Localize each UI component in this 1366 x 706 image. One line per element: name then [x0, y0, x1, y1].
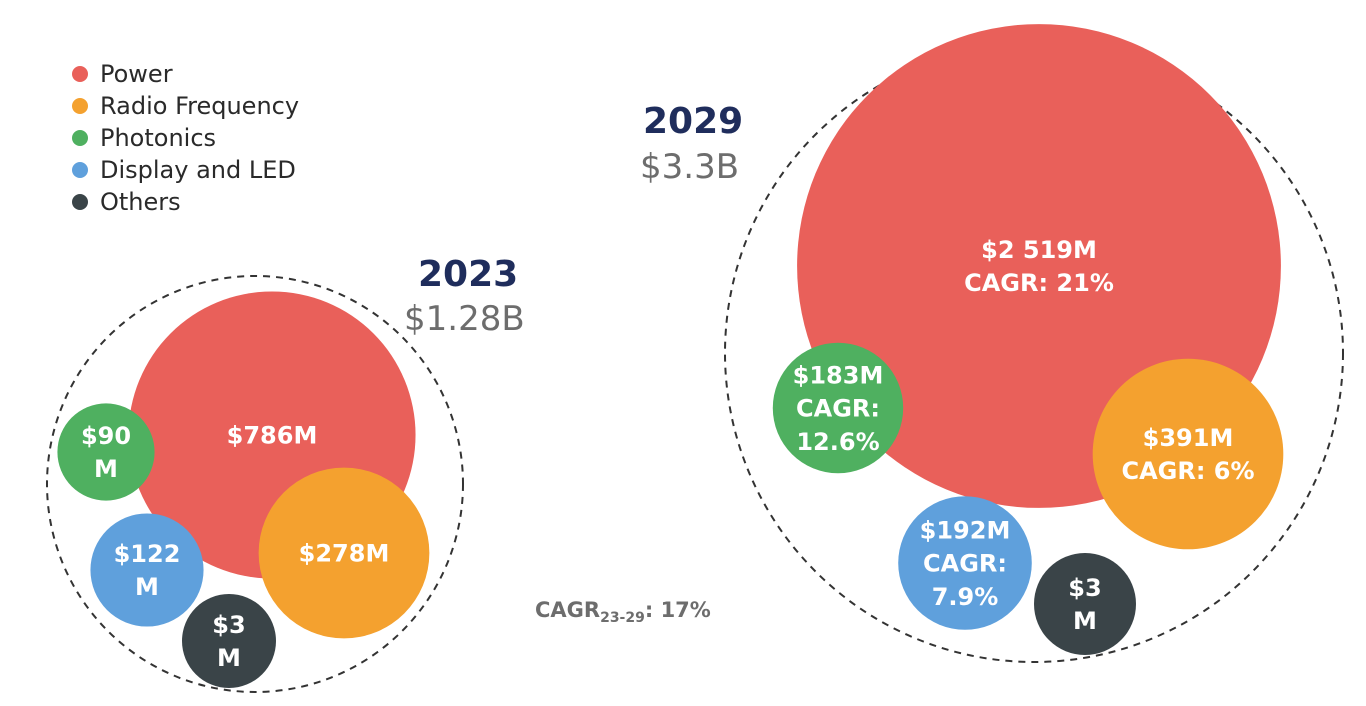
- total-2029-label: $3.3B: [640, 147, 739, 187]
- bubble-label-2029-others-line2: M: [1073, 607, 1097, 635]
- bubble-2023-radio-frequency: [258, 467, 430, 639]
- bubble-2029-radio-frequency: [1092, 358, 1284, 550]
- bubble-label-2029-photonics-line1: $183M: [793, 362, 884, 390]
- bubble-label-2029-display-and-led-line3: 7.9%: [932, 583, 999, 611]
- legend-label-radio-frequency: Radio Frequency: [100, 92, 300, 120]
- bubble-label-2023-others-line1: $3: [212, 611, 245, 639]
- legend-item-display-led: Display and LED: [72, 154, 299, 186]
- bubble-label-2023-radio-frequency-line1: $278M: [299, 540, 390, 568]
- bubble-label-2023-photonics-line2: M: [94, 455, 118, 483]
- bubble-label-2029-display-and-led-line1: $192M: [920, 517, 1011, 545]
- bubble-2023-photonics: [57, 403, 155, 501]
- bubbles-2029: $2 519M CAGR: 21% $391M CAGR: 6% $183M CAGR: 1…: [772, 24, 1284, 655]
- overall-cagr-subscript: 23-29: [600, 610, 645, 626]
- legend-swatch-power: [72, 66, 88, 82]
- outline-2023: [46, 275, 464, 693]
- bubble-2029-others: [1034, 553, 1136, 655]
- year-2023-label: 2023: [418, 254, 518, 295]
- bubble-label-2029-display-and-led-line2: CAGR:: [923, 550, 1007, 578]
- bubble-label-2029-radio-frequency-line2: CAGR: 6%: [1121, 457, 1254, 485]
- year-2029-label: 2029: [643, 101, 743, 142]
- legend-item-photonics: Photonics: [72, 122, 299, 154]
- bubble-label-2023-display-and-led-line1: $122: [114, 540, 181, 568]
- legend: Power Radio Frequency Photonics Display …: [72, 58, 299, 218]
- legend-swatch-photonics: [72, 130, 88, 146]
- bubble-label-2029-others-line1: $3: [1068, 574, 1101, 602]
- bubble-label-2023-others-line2: M: [217, 644, 241, 672]
- bubble-label-2023-display-and-led-line2: M: [135, 573, 159, 601]
- legend-label-power: Power: [100, 60, 173, 88]
- legend-item-radio-frequency: Radio Frequency: [72, 90, 299, 122]
- legend-label-photonics: Photonics: [100, 124, 217, 152]
- bubble-label-2029-power-line1: $2 519M: [981, 236, 1097, 264]
- bubble-2023-display-and-led: [90, 513, 204, 627]
- group-2023: 2023 $1.28B $786M $278M $90 M $122 M $3 M: [46, 254, 525, 693]
- bubble-label-2029-photonics-line3: 12.6%: [796, 428, 879, 456]
- overall-cagr-label: CAGR23-29: 17%: [535, 598, 711, 626]
- bubble-2029-photonics: [772, 342, 904, 474]
- group-2029: 2029 $3.3B $2 519M CAGR: 21% $391M CAGR: 6%…: [640, 24, 1344, 663]
- bubble-label-2023-power-line1: $786M: [227, 422, 318, 450]
- legend-swatch-radio-frequency: [72, 98, 88, 114]
- bubble-2023-others: [182, 594, 276, 688]
- overall-cagr-suffix: : 17%: [645, 598, 711, 622]
- total-2023-label: $1.28B: [404, 299, 525, 339]
- bubbles-2023: $786M $278M $90 M $122 M $3 M: [57, 291, 430, 688]
- legend-item-others: Others: [72, 186, 299, 218]
- legend-label-display-led: Display and LED: [100, 156, 296, 184]
- legend-swatch-display-led: [72, 162, 88, 178]
- legend-swatch-others: [72, 194, 88, 210]
- bubble-label-2029-power-line2: CAGR: 21%: [964, 269, 1114, 297]
- legend-label-others: Others: [100, 188, 181, 216]
- bubble-2029-display-and-led: [898, 496, 1032, 630]
- overall-cagr-prefix: CAGR: [535, 598, 600, 622]
- legend-item-power: Power: [72, 58, 299, 90]
- bubble-label-2029-photonics-line2: CAGR:: [796, 395, 880, 423]
- bubble-label-2023-photonics-line1: $90: [81, 422, 131, 450]
- bubble-label-2029-radio-frequency-line1: $391M: [1143, 424, 1234, 452]
- outline-2029: [724, 43, 1344, 663]
